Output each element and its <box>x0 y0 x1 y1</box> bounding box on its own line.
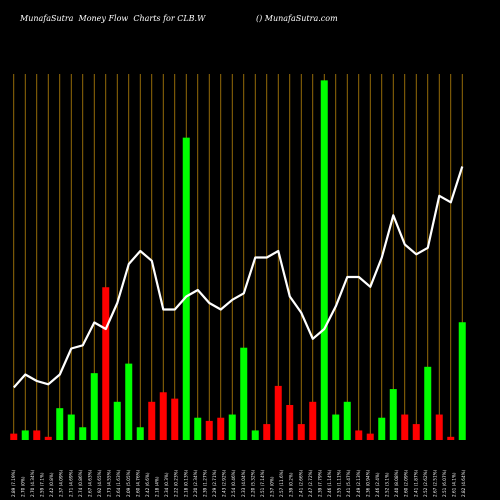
x-tick-label: 2.39 (1.27%) <box>203 469 208 497</box>
flow-bar <box>320 80 328 440</box>
flow-bar <box>90 373 98 440</box>
flow-bar <box>401 414 409 440</box>
flow-bar <box>309 401 317 440</box>
x-tick-label: 2.47 (2.72%) <box>308 469 313 497</box>
flow-bar <box>79 427 87 440</box>
x-tick-label: 2.70 (4.34%) <box>30 469 35 497</box>
flow-bar <box>125 363 133 440</box>
flow-bar <box>113 401 121 440</box>
flow-bar <box>435 414 443 440</box>
x-tick-label: 2.22 (0.23%) <box>174 469 179 497</box>
x-tick-label: 2.61 (4.1%) <box>452 472 457 497</box>
flow-bar <box>332 414 340 440</box>
x-tick-label: 2.55 (1.11%) <box>337 469 342 497</box>
x-tick-label: 2.70 (0%) <box>20 476 25 497</box>
flow-bar <box>136 427 144 440</box>
flow-bar <box>67 414 75 440</box>
x-tick-label: 2.67 (4.63%) <box>88 469 93 497</box>
flow-bar <box>148 401 156 440</box>
flow-bar <box>424 366 432 440</box>
chart-header: MunafaSutra Money Flow Charts for CLB.W … <box>0 14 500 30</box>
x-tick-label: 2.52 (3.1%) <box>385 472 390 497</box>
x-tick-label: 2.46 (1.14%) <box>327 469 332 497</box>
chart-title: MunafaSutra Money Flow Charts for CLB.W <box>20 14 206 23</box>
flow-bar <box>366 433 374 440</box>
flow-bar <box>205 420 213 440</box>
x-tick-label: 2.33 (4.04%) <box>241 469 246 497</box>
x-tick-label: 2.36 (0.94%) <box>365 469 370 497</box>
flow-bar <box>56 408 64 440</box>
flow-bar <box>378 417 386 440</box>
site-credit: () MunafaSutra.com <box>256 14 338 23</box>
flow-bar <box>194 417 202 440</box>
x-tick-label: 2.18 (4%) <box>155 476 160 497</box>
flow-bar <box>251 430 259 440</box>
x-tick-label: 2.39 (7.79%) <box>318 469 323 497</box>
x-tick-label: 2.29 (2.71%) <box>212 469 217 497</box>
x-tick-label: 2.60 (2.09%) <box>404 469 409 497</box>
flow-bar <box>389 389 397 440</box>
flow-bar <box>44 436 52 440</box>
x-tick-label: 2.82 (4.64%) <box>461 469 466 497</box>
x-tick-label: 2.74 (0.86%) <box>78 469 83 497</box>
x-tick-label: 2.57 (0%) <box>270 476 275 497</box>
flow-bar <box>412 424 420 440</box>
x-tick-label: 2.51 (7.14%) <box>260 469 265 497</box>
x-tick-label: 2.42 (6.6%) <box>145 472 150 497</box>
flow-bar <box>159 392 167 440</box>
x-tick-label: 2.37 (4.09%) <box>59 469 64 497</box>
x-tick-label: 2.41 (2.66%) <box>298 469 303 497</box>
flow-bar <box>228 414 236 440</box>
flow-bar <box>33 430 41 440</box>
flow-bar <box>21 430 29 440</box>
x-tick-label: 2.54 (0.46%) <box>231 469 236 497</box>
x-tick-label: 2.92 (4.65%) <box>97 469 102 497</box>
flow-bar <box>286 404 294 440</box>
x-tick-label: 2.41 (5.47%) <box>346 469 351 497</box>
x-tick-label: 2.18 (0.13%) <box>183 469 188 497</box>
x-tick-label: 2.60 (4.76%) <box>135 469 140 497</box>
x-tick-label: 2.34 (0.3%) <box>164 472 169 497</box>
flow-bar <box>355 430 363 440</box>
x-tick-label: 2.64 (1.63%) <box>116 469 121 497</box>
flow-bar <box>263 424 271 440</box>
x-tick-label: 2.52 (2.62%) <box>423 469 428 497</box>
flow-bar <box>10 433 18 440</box>
x-tick-label: 2.46 (2.4%) <box>375 472 380 497</box>
x-tick-label: 2.51 (6.07%) <box>442 469 447 497</box>
flow-bar <box>182 137 190 441</box>
x-tick-label: 2.43 (2.92%) <box>222 469 227 497</box>
x-tick-label: 2.67 (2.51%) <box>433 469 438 497</box>
flow-bar <box>240 347 248 440</box>
x-tick-label: 2.42 (0.8%) <box>49 472 54 497</box>
flow-bar <box>297 424 305 440</box>
x-tick-label: 2.59 (7.1%) <box>40 472 45 497</box>
x-tick-label: 2.41 (1.87%) <box>413 469 418 497</box>
flow-bar <box>171 398 179 440</box>
flow-bar <box>102 287 110 440</box>
x-tick-label: 2.20 (5.32%) <box>250 469 255 497</box>
flow-bar <box>274 385 282 440</box>
x-tick-label: 2.39 (0.2%) <box>289 472 294 497</box>
flow-bar <box>458 322 466 440</box>
price-line <box>12 166 464 389</box>
flow-bar <box>217 417 225 440</box>
x-tick-label: 2.49 (2.13%) <box>356 469 361 497</box>
flow-bar <box>343 401 351 440</box>
x-tick-label: 2.09 (5.05%) <box>126 469 131 497</box>
x-tick-label: 2.73 (4.55%) <box>107 469 112 497</box>
x-tick-label: 2.71 (4.69%) <box>68 469 73 497</box>
x-tick-label: 2.40 (8.08%) <box>394 469 399 497</box>
x-tick-label: 2.20 (2.34%) <box>193 469 198 497</box>
flow-bar <box>447 436 455 440</box>
x-tick-label: 2.89 (7.19%) <box>11 469 16 497</box>
x-tick-label: 2.57 (11.6%) <box>279 469 284 497</box>
